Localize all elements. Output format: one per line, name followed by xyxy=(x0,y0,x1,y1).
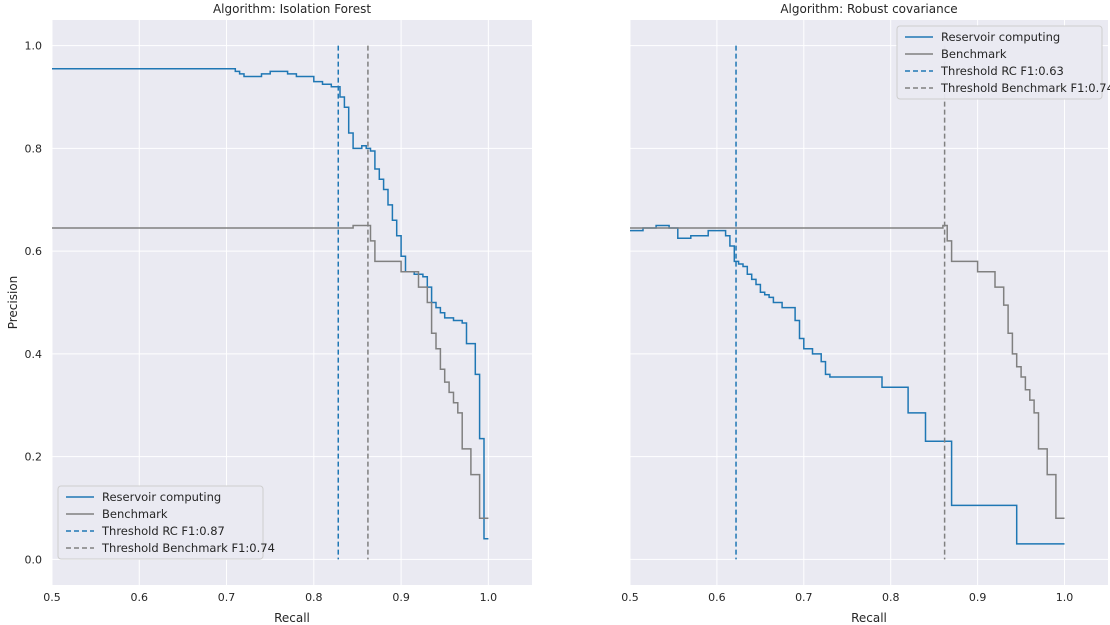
x-tick-label: 0.7 xyxy=(795,591,813,604)
x-tick-label: 0.5 xyxy=(43,591,61,604)
legend-benchmark-label: Benchmark xyxy=(102,507,168,521)
legend-threshold-benchmark-label: Threshold Benchmark F1:0.74 xyxy=(940,81,1110,95)
x-tick-label: 1.0 xyxy=(480,591,498,604)
y-tick-label: 0.2 xyxy=(25,451,43,464)
series-line-benchmark xyxy=(52,224,489,519)
plot-area xyxy=(630,20,1108,585)
legend-benchmark-label: Benchmark xyxy=(941,47,1007,61)
legend-threshold-rc-label: Threshold RC F1:0.63 xyxy=(940,64,1064,78)
y-tick-label: 0.4 xyxy=(25,348,43,361)
x-axis-label: Recall xyxy=(274,611,310,625)
x-tick-label: 0.8 xyxy=(882,591,900,604)
chart-panel-1: 0.5 0.6 0.7 0.8 0.9 1.0 0.0 0.2 0.4 0.6 0.8 1.0 Algo… xyxy=(6,2,532,625)
x-axis-label: Recall xyxy=(851,611,887,625)
legend-reservoir-computing-label: Reservoir computing xyxy=(102,490,221,504)
x-tick-label: 0.6 xyxy=(708,591,726,604)
legend-box xyxy=(896,25,1103,100)
x-tick-label: 0.9 xyxy=(969,591,987,604)
x-tick-label: 0.6 xyxy=(131,591,149,604)
y-tick-label: 1.0 xyxy=(25,40,43,53)
y-tick-label: 0.8 xyxy=(25,142,43,155)
legend-threshold-benchmark-label: Threshold Benchmark F1:0.74 xyxy=(101,541,275,555)
legend-box xyxy=(57,485,264,560)
legend: Reservoir computing Benchmark Threshold RC… xyxy=(896,25,1110,100)
y-tick-label: 0.0 xyxy=(25,553,43,566)
series-line-reservoir-computing xyxy=(630,224,1065,545)
y-tick-label: 0.6 xyxy=(25,245,43,258)
chart-panel-2: 0.5 0.6 0.7 0.8 0.9 1.0 Algorithm: Robust cova… xyxy=(621,2,1110,625)
chart-title: Algorithm: Robust covariance xyxy=(780,2,957,16)
x-tick-label: 1.0 xyxy=(1056,591,1074,604)
x-tick-label: 0.5 xyxy=(621,591,639,604)
series-line-benchmark xyxy=(630,224,1065,519)
legend-threshold-rc-label: Threshold RC F1:0.87 xyxy=(101,524,225,538)
x-tick-label: 0.7 xyxy=(218,591,236,604)
legend: Reservoir computing Benchmark Threshold RC… xyxy=(57,485,275,560)
y-axis-label: Precision xyxy=(6,276,20,330)
x-tick-label: 0.8 xyxy=(305,591,323,604)
x-tick-label: 0.9 xyxy=(392,591,410,604)
legend-reservoir-computing-label: Reservoir computing xyxy=(941,30,1060,44)
series-line-reservoir-computing xyxy=(52,68,489,540)
chart-title: Algorithm: Isolation Forest xyxy=(213,2,371,16)
